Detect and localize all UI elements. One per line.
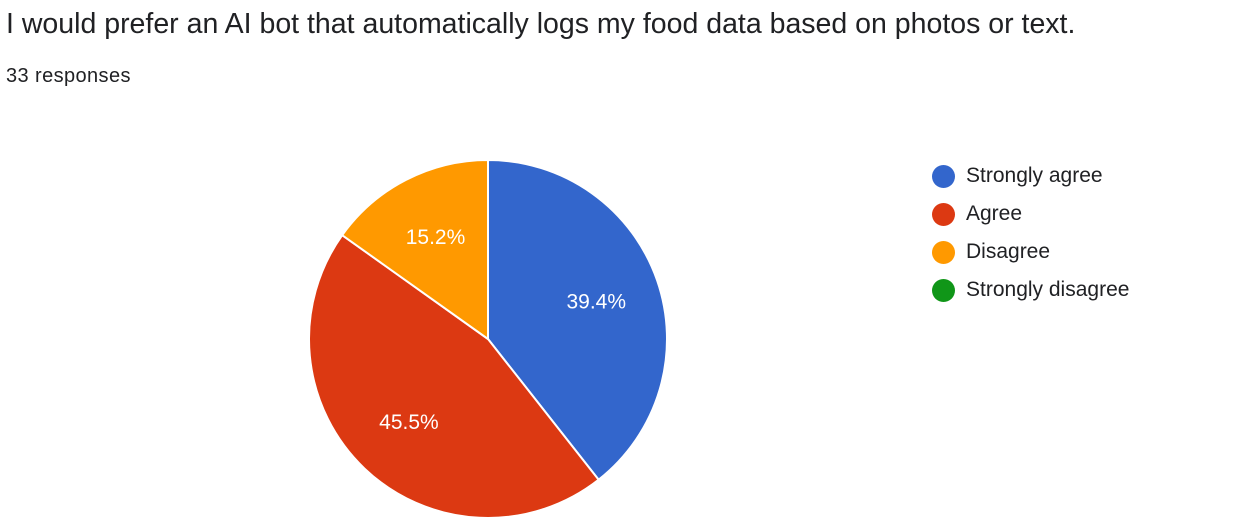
legend-label: Strongly disagree [966, 278, 1130, 301]
legend-label: Agree [966, 202, 1023, 225]
legend-swatch [932, 164, 955, 188]
question-title: I would prefer an AI bot that automatica… [6, 8, 1076, 40]
response-count: 33 responses [6, 65, 131, 87]
legend-swatch [932, 202, 955, 226]
pie-slice-strongly-agree[interactable] [487, 159, 668, 481]
legend-item-strongly-agree[interactable]: Strongly agree [932, 157, 1129, 195]
legend-item-disagree[interactable]: Disagree [932, 233, 1129, 271]
legend-item-strongly-disagree[interactable]: Strongly disagree [932, 271, 1129, 309]
chart-legend: Strongly agree Agree Disagree Strongly d… [932, 157, 1129, 309]
pie-slice-label: 15.2% [406, 226, 466, 249]
pie-slice-label: 45.5% [379, 411, 439, 434]
pie-slices [308, 159, 668, 519]
pie-slice-label: 39.4% [566, 291, 626, 314]
pie-slice-agree[interactable] [308, 234, 600, 519]
pie-slice-disagree[interactable] [341, 159, 489, 340]
legend-item-agree[interactable]: Agree [932, 195, 1129, 233]
legend-label: Disagree [966, 240, 1051, 263]
legend-swatch [932, 278, 955, 302]
pie-labels: 39.4% 45.5% 15.2% [379, 226, 626, 434]
legend-label: Strongly agree [966, 164, 1103, 187]
legend-swatch [932, 240, 955, 264]
